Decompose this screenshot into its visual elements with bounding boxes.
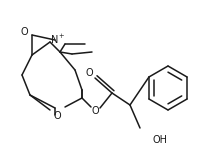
Text: O: O	[20, 27, 28, 37]
Text: OH: OH	[152, 135, 167, 145]
Text: O: O	[85, 68, 93, 78]
Text: N$^+$: N$^+$	[50, 32, 66, 46]
Text: O: O	[91, 106, 99, 116]
Text: O: O	[53, 111, 61, 121]
